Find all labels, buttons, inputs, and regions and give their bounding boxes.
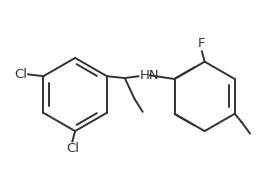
Text: Cl: Cl — [66, 142, 79, 155]
Text: HN: HN — [140, 69, 160, 82]
Text: Cl: Cl — [14, 68, 27, 81]
Text: F: F — [198, 37, 206, 50]
